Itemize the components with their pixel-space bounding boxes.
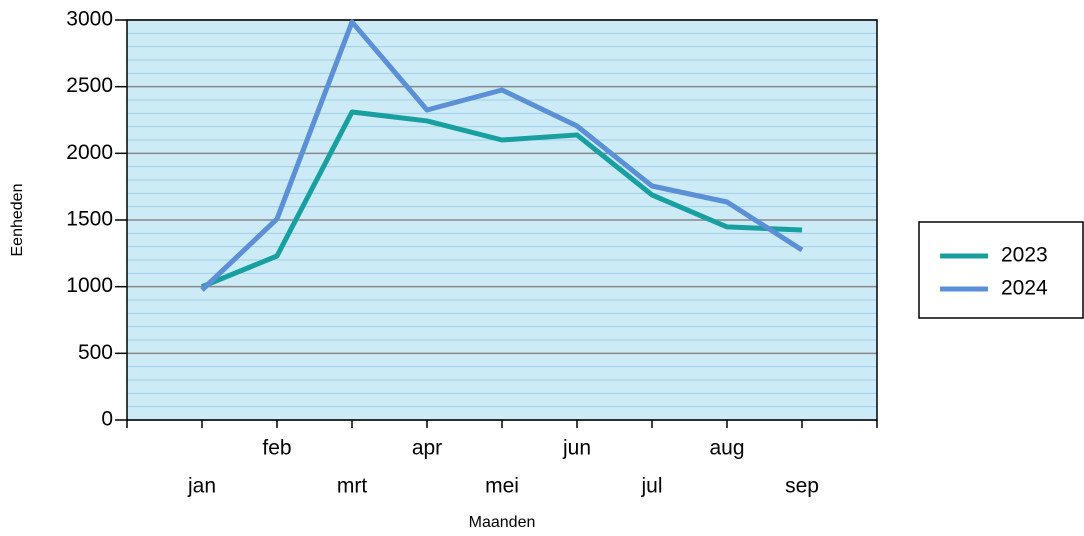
y-tick-label: 0 — [101, 408, 113, 431]
y-tick-label: 2500 — [66, 74, 113, 97]
y-tick-label: 3000 — [66, 8, 113, 31]
legend-box — [918, 221, 1084, 319]
y-tick-label: 500 — [78, 341, 113, 364]
legend-label: 2023 — [1001, 244, 1048, 267]
data-line — [200, 19, 804, 292]
y-axis-title: Eenheden — [9, 184, 26, 257]
y-tick-label: 1000 — [66, 274, 113, 297]
x-tick-label: mei — [485, 475, 519, 498]
x-tick-label: jan — [187, 475, 216, 498]
y-tick-label: 2000 — [66, 141, 113, 164]
x-axis-title: Maanden — [469, 514, 536, 531]
y-tick-label: 1500 — [66, 208, 113, 231]
x-tick-label: apr — [412, 437, 442, 460]
x-tick-label: feb — [262, 437, 291, 460]
x-tick-label: sep — [785, 475, 819, 498]
x-tick-label: mrt — [337, 475, 367, 498]
x-tick-label: aug — [709, 437, 744, 460]
x-tick-label: jun — [562, 437, 591, 460]
x-tick-label: jul — [640, 475, 662, 498]
legend-label: 2024 — [1001, 277, 1048, 300]
data-line — [201, 109, 803, 289]
